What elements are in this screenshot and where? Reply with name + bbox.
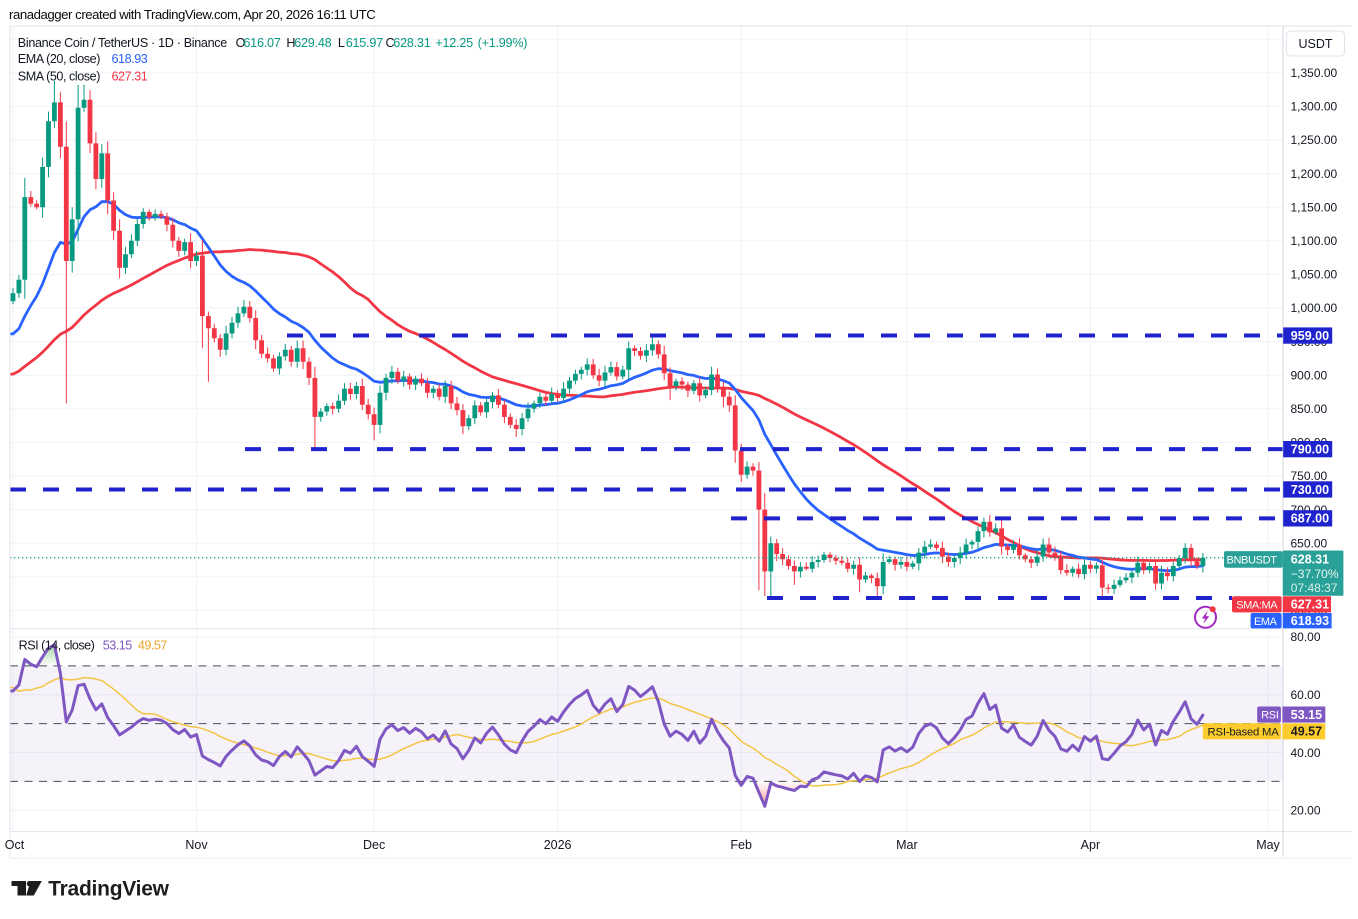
svg-text:900.00: 900.00 xyxy=(1291,368,1328,382)
svg-text:687.00: 687.00 xyxy=(1291,512,1329,526)
svg-text:07:48:37: 07:48:37 xyxy=(1291,581,1338,595)
svg-text:SMA (50, close)627.31: SMA (50, close) 627.31 xyxy=(18,70,148,84)
svg-text:40.00: 40.00 xyxy=(1291,746,1321,760)
svg-text:−37.70%: −37.70% xyxy=(1291,567,1339,581)
svg-text:49.57: 49.57 xyxy=(1291,725,1322,739)
svg-text:750.00: 750.00 xyxy=(1291,469,1328,483)
svg-text:Binance Coin / TetherUS · 1D ·: Binance Coin / TetherUS · 1D · Binance xyxy=(18,36,227,50)
svg-text:60.00: 60.00 xyxy=(1291,688,1321,702)
svg-text:RSI: RSI xyxy=(1261,710,1279,722)
svg-text:53.15: 53.15 xyxy=(1291,708,1322,722)
svg-text:BNBUSDT: BNBUSDT xyxy=(1226,554,1277,566)
svg-text:1,050.00: 1,050.00 xyxy=(1291,268,1338,282)
svg-text:1,100.00: 1,100.00 xyxy=(1291,234,1338,248)
svg-text:Nov: Nov xyxy=(185,838,208,852)
svg-text:Dec: Dec xyxy=(363,838,385,852)
svg-text:730.00: 730.00 xyxy=(1291,483,1329,497)
svg-text:627.31: 627.31 xyxy=(1291,598,1329,612)
svg-text:RSI-based MA: RSI-based MA xyxy=(1208,726,1280,738)
svg-text:850.00: 850.00 xyxy=(1291,402,1328,416)
svg-text:1,000.00: 1,000.00 xyxy=(1291,301,1338,315)
svg-text:2026: 2026 xyxy=(544,838,572,852)
svg-text:628.31: 628.31 xyxy=(1291,553,1329,567)
svg-text:1,350.00: 1,350.00 xyxy=(1291,66,1338,80)
svg-text:TradingView: TradingView xyxy=(48,878,169,901)
svg-text:618.93: 618.93 xyxy=(1291,614,1329,628)
svg-text:959.00: 959.00 xyxy=(1291,329,1329,343)
svg-text:SMA:MA: SMA:MA xyxy=(1236,599,1278,611)
svg-text:Feb: Feb xyxy=(730,838,752,852)
svg-text:650.00: 650.00 xyxy=(1291,536,1328,550)
svg-text:1,150.00: 1,150.00 xyxy=(1291,200,1338,214)
svg-text:Apr: Apr xyxy=(1081,838,1100,852)
svg-text:Oct: Oct xyxy=(5,838,25,852)
svg-text:1,250.00: 1,250.00 xyxy=(1291,133,1338,147)
svg-text:USDT: USDT xyxy=(1298,37,1332,51)
svg-text:May: May xyxy=(1256,838,1280,852)
svg-text:1,200.00: 1,200.00 xyxy=(1291,167,1338,181)
svg-text:1,300.00: 1,300.00 xyxy=(1291,100,1338,114)
svg-text:Mar: Mar xyxy=(896,838,918,852)
svg-text:EMA (20, close)618.93: EMA (20, close) 618.93 xyxy=(18,52,148,66)
svg-text:ranadagger created with Tradin: ranadagger created with TradingView.com,… xyxy=(9,7,376,22)
svg-text:790.00: 790.00 xyxy=(1291,443,1329,457)
svg-text:80.00: 80.00 xyxy=(1291,630,1321,644)
svg-text:20.00: 20.00 xyxy=(1291,804,1321,818)
svg-text:EMA: EMA xyxy=(1254,616,1278,628)
